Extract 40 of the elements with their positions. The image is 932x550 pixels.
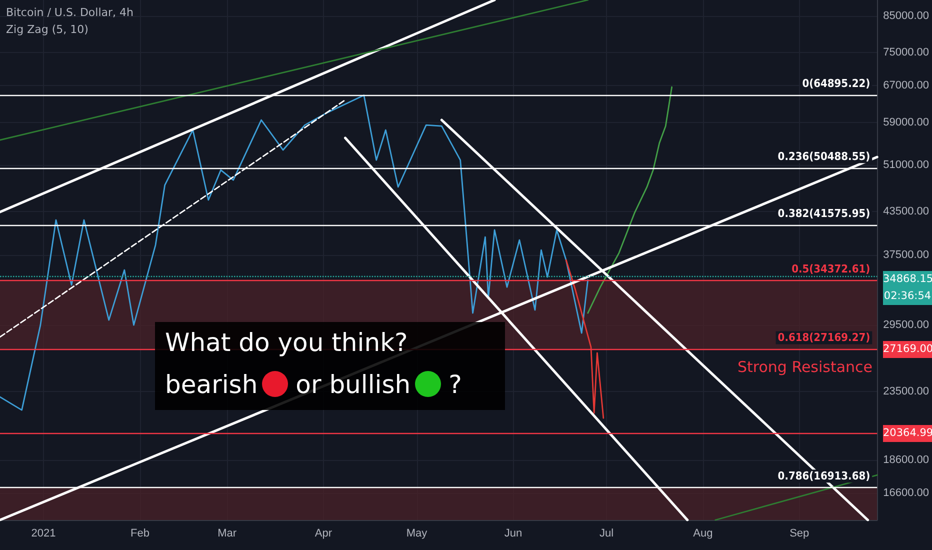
- text: 27169.00: [883, 340, 932, 358]
- x-tick-label: Feb: [130, 528, 150, 540]
- annotation: Strong Resistance: [737, 358, 873, 376]
- annotation: ?: [448, 370, 462, 399]
- y-tick-label: 59000.00: [883, 116, 930, 129]
- y-tick-label: 67000.00: [883, 80, 930, 92]
- text: 02:36:54: [883, 288, 932, 304]
- text: Zig Zag (5, 10): [6, 23, 88, 36]
- y-tick-label: 37500.00: [883, 249, 930, 262]
- y-tick-label: 29500.00: [883, 319, 930, 332]
- ref-line-label: 0(64895.22): [802, 76, 870, 90]
- annotation: What do you think?: [165, 328, 408, 357]
- line-series: [0, 94, 589, 411]
- x-tick-label: Sep: [790, 528, 810, 540]
- text: 20364.99: [883, 424, 932, 442]
- annotation: or bullish: [296, 370, 411, 399]
- y-tick-label: 51000.00: [883, 159, 930, 172]
- line-series: [565, 259, 604, 419]
- x-tick-label: Jul: [599, 528, 614, 540]
- ref-line-label: 0.786(16913.68): [778, 470, 870, 483]
- annotation: bearish: [165, 370, 258, 399]
- x-tick-label: Mar: [218, 528, 237, 540]
- x-tick-label: Jun: [504, 528, 522, 540]
- ref-line-label: 0.236(50488.55): [778, 150, 870, 164]
- line-series: [587, 86, 673, 314]
- ref-line-label: 0.5(34372.61): [792, 262, 870, 276]
- ref-line-label: 0.618(27169.27): [778, 331, 870, 344]
- x-tick-label: May: [406, 528, 428, 540]
- y-tick-label: 43500.00: [883, 206, 930, 218]
- x-tick-label: Aug: [693, 528, 713, 540]
- y-tick-label: 75000.00: [883, 46, 930, 59]
- text: 34868.15: [883, 270, 932, 288]
- text: Bitcoin / U.S. Dollar, 4h: [6, 6, 134, 19]
- y-tick-label: 18600.00: [883, 454, 930, 466]
- x-tick-label: Apr: [314, 528, 332, 540]
- y-tick-label: 16600.00: [883, 487, 930, 500]
- x-tick-label: 2021: [31, 528, 56, 540]
- y-tick-label: 85000.00: [883, 10, 930, 22]
- ref-line-label: 0.382(41575.95): [778, 206, 870, 220]
- y-tick-label: 23500.00: [883, 386, 930, 398]
